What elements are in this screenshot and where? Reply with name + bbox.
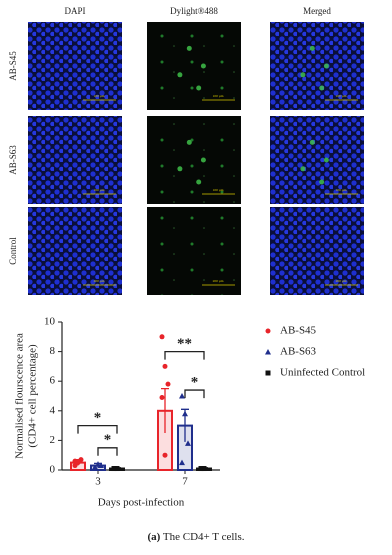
legend-label: AB-S63: [280, 346, 317, 358]
y-tick-label: 8: [50, 345, 56, 357]
image: [147, 207, 241, 295]
significance-label: *: [104, 432, 112, 448]
image: [270, 207, 364, 295]
data-point: [111, 466, 117, 472]
image: [147, 22, 241, 110]
significance-label: **: [177, 336, 192, 352]
data-point: [98, 462, 104, 469]
caption: (a) The CD4+ T cells.: [148, 531, 245, 543]
scale-bar-label: 100 µm: [336, 188, 347, 192]
green-spot: [319, 85, 325, 91]
green-spot: [309, 45, 315, 51]
micrograph: 100 µm: [270, 116, 364, 204]
data-point: [95, 461, 101, 467]
row-label: AB-S45: [8, 51, 18, 81]
chart: 0 2 4 6 8 10 Normalised flourscence area (CD4+ …: [14, 316, 366, 509]
green-spot: [200, 157, 206, 163]
x-tick-label: 3: [95, 476, 101, 488]
image-panel: DAPI Dylight®488 Merged AB-S45 100 µm 100 µm 1…: [8, 6, 364, 295]
error-bar: [161, 387, 169, 433]
row-label: Control: [8, 237, 18, 265]
micrograph: 100 µm: [28, 116, 122, 204]
y-tick-label: 6: [50, 375, 56, 387]
data-point: [198, 466, 204, 472]
y-tick-label: 10: [44, 316, 56, 328]
legend-marker: [265, 328, 271, 334]
significance-label: *: [191, 375, 199, 391]
green-spot: [196, 85, 202, 91]
green-spot: [186, 45, 192, 51]
scale-bar-label: 100 µm: [94, 94, 105, 98]
green-spot: [177, 72, 183, 78]
scale-bar-label: 100 µm: [213, 94, 224, 98]
legend-label: Uninfected Control: [280, 367, 365, 379]
image: [270, 116, 364, 204]
scale-bar-label: 200 µm: [213, 279, 224, 283]
green-spot: [319, 179, 325, 185]
image: [147, 116, 241, 204]
y-tick-label: 4: [50, 404, 56, 416]
significance-bracket: [164, 350, 205, 360]
green-spot: [300, 72, 306, 78]
data-point: [179, 459, 185, 466]
significance-label: *: [94, 410, 102, 426]
data-point: [162, 363, 168, 369]
legend-label: AB-S45: [280, 325, 317, 337]
y-axis-label: Normalised flourscence area: [14, 333, 26, 459]
micrograph: 200 µm: [28, 207, 122, 295]
data-point: [159, 394, 165, 400]
caption-label: (a): [148, 531, 161, 543]
significance-bracket: [184, 389, 205, 399]
green-spot: [323, 63, 329, 69]
column-header: DAPI: [64, 6, 85, 16]
micrograph: 200 µm: [147, 207, 241, 295]
micrograph: 100 µm: [270, 22, 364, 110]
image: [28, 207, 122, 295]
caption-text: The CD4+ T cells.: [163, 531, 245, 543]
significance-bracket: [97, 447, 118, 456]
data-point: [114, 466, 120, 472]
data-point: [162, 452, 168, 458]
data-point: [92, 464, 98, 470]
scale-bar-label: 200 µm: [336, 279, 347, 283]
data-point: [182, 410, 188, 417]
data-point: [165, 381, 171, 387]
scale-bar-label: 100 µm: [94, 188, 105, 192]
y-tick-label: 2: [50, 434, 56, 446]
legend-marker: [265, 370, 271, 376]
green-spot: [200, 63, 206, 69]
x-tick-label: 7: [182, 476, 188, 488]
row-label: AB-S63: [8, 145, 18, 175]
x-axis-label: Days post-infection: [98, 497, 185, 509]
data-point: [72, 458, 78, 464]
y-tick-label: 0: [50, 464, 56, 476]
green-spot: [300, 166, 306, 172]
image: [270, 22, 364, 110]
green-spot: [309, 139, 315, 145]
green-spot: [177, 166, 183, 172]
legend-marker: [265, 349, 271, 355]
data-point: [185, 440, 191, 446]
data-point: [179, 393, 185, 399]
green-spot: [323, 157, 329, 163]
micrograph: 100 µm: [147, 116, 241, 204]
micrograph: 100 µm: [147, 22, 241, 110]
data-point: [201, 466, 207, 472]
scale-bar-label: 100 µm: [213, 188, 224, 192]
scale-bar-label: 200 µm: [94, 279, 105, 283]
significance-bracket: [77, 424, 118, 434]
column-header: Dylight®488: [170, 6, 218, 16]
data-point: [78, 457, 84, 463]
green-spot: [196, 179, 202, 185]
y-axis-label: (CD4+ cell percentage): [27, 344, 39, 448]
micrograph: 200 µm: [270, 207, 364, 295]
green-spot: [186, 139, 192, 145]
scale-bar-label: 100 µm: [336, 94, 347, 98]
data-point: [159, 334, 165, 340]
image: [28, 22, 122, 110]
image: [28, 116, 122, 204]
micrograph: 100 µm: [28, 22, 122, 110]
column-header: Merged: [303, 6, 331, 16]
